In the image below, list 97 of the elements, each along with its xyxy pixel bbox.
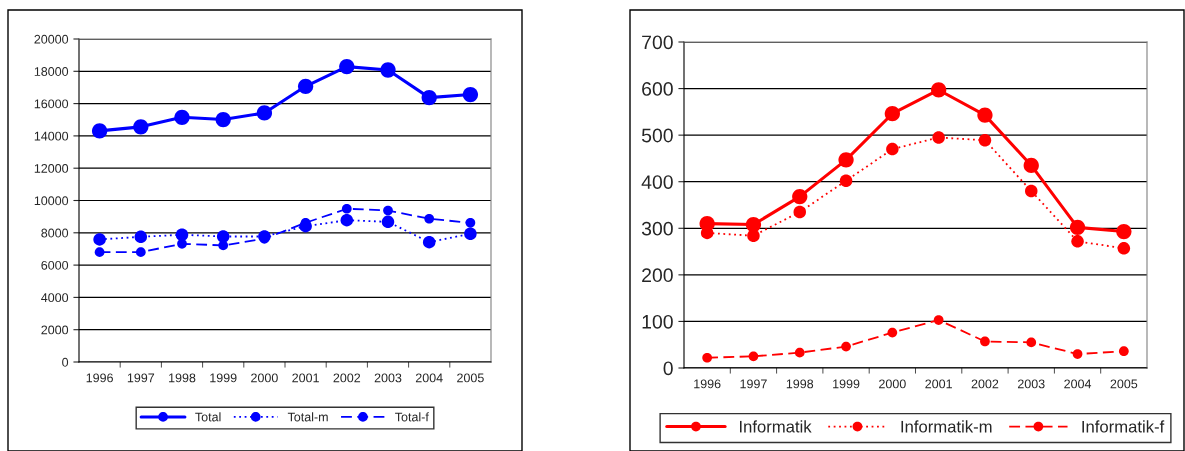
point	[380, 62, 396, 78]
legend-label: Total	[195, 412, 221, 422]
point	[383, 205, 393, 216]
point	[256, 105, 273, 121]
point	[886, 142, 899, 156]
y-tick-label: 300	[641, 221, 673, 236]
point	[216, 230, 230, 243]
y-tick-label: 6000	[41, 260, 69, 270]
point	[134, 230, 148, 244]
y-tick-label: 14000	[34, 131, 69, 141]
x-tick-label: 2002	[971, 379, 999, 389]
point	[175, 228, 189, 241]
point	[932, 131, 945, 144]
legend-label: Informatik-f	[1082, 420, 1165, 433]
x-tick-label: 1998	[169, 373, 196, 383]
point	[215, 111, 231, 128]
y-tick-label: 700	[642, 35, 673, 50]
x-tick-label: 2001	[925, 379, 952, 389]
y-tick-label: 0	[663, 361, 673, 376]
point	[135, 247, 146, 258]
x-tick-label: 2000	[251, 373, 278, 383]
point	[980, 336, 990, 347]
y-tick-label: 400	[641, 175, 673, 189]
point	[91, 123, 108, 139]
point	[93, 233, 106, 246]
x-tick-label: 1997	[740, 379, 767, 389]
point	[838, 152, 854, 168]
point	[464, 227, 477, 241]
point	[793, 205, 806, 219]
y-tick-label: 600	[642, 82, 673, 96]
point	[1023, 157, 1039, 174]
point	[794, 347, 805, 358]
point	[792, 188, 808, 205]
point	[381, 215, 395, 229]
x-tick-label: 2003	[374, 373, 402, 383]
point	[839, 174, 853, 188]
x-tick-label: 1998	[786, 379, 814, 389]
legend-label: Total-m	[287, 412, 328, 422]
y-tick-label: 8000	[41, 228, 69, 238]
x-tick-label: 2001	[292, 373, 319, 383]
point	[1071, 235, 1084, 248]
point	[887, 327, 898, 338]
legend-label: Informatik	[739, 420, 812, 433]
y-tick-label: 100	[642, 314, 673, 329]
x-tick-label: 2002	[333, 373, 361, 383]
y-tick-label: 18000	[34, 67, 69, 76]
point	[931, 82, 947, 98]
y-tick-label: 10000	[34, 196, 69, 206]
y-tick-label: 20000	[34, 34, 69, 44]
point	[297, 78, 314, 94]
y-tick-label: 4000	[41, 293, 69, 303]
point	[1116, 223, 1132, 240]
point	[702, 352, 713, 363]
x-tick-label: 2005	[1110, 379, 1138, 389]
legend-label: Total-f	[395, 412, 429, 422]
legend-label: Informatik-m	[901, 420, 992, 433]
point	[1118, 346, 1129, 357]
point	[745, 216, 762, 233]
x-tick-label: 1999	[833, 379, 860, 389]
x-tick-label: 1997	[127, 373, 155, 383]
point	[465, 217, 476, 228]
point	[884, 106, 900, 122]
point	[1069, 219, 1086, 235]
point	[977, 107, 993, 123]
y-tick-label: 500	[641, 128, 673, 143]
x-tick-label: 1996	[694, 379, 721, 389]
y-tick-label: 200	[642, 268, 673, 283]
x-tick-label: 2003	[1017, 379, 1045, 389]
point	[340, 213, 354, 227]
x-tick-label: 2004	[415, 373, 443, 383]
y-tick-label: 2000	[41, 325, 69, 335]
point	[933, 315, 944, 325]
y-tick-label: 16000	[34, 99, 69, 109]
point	[174, 109, 190, 125]
point	[1025, 184, 1038, 198]
point	[841, 341, 851, 352]
y-tick-label: 12000	[34, 164, 69, 173]
x-tick-label: 2005	[457, 373, 484, 383]
point	[421, 89, 437, 106]
point	[748, 351, 759, 362]
x-tick-label: 1996	[86, 373, 113, 383]
x-tick-label: 1999	[210, 373, 237, 383]
point	[978, 134, 992, 147]
point	[1072, 349, 1083, 359]
x-tick-label: 2004	[1064, 379, 1092, 389]
point	[218, 240, 229, 251]
x-tick-label: 2000	[879, 379, 906, 389]
point	[339, 58, 355, 75]
y-tick-label: 0	[62, 357, 69, 367]
point	[133, 119, 149, 135]
point	[1026, 337, 1037, 348]
point	[424, 213, 435, 224]
point	[94, 247, 105, 258]
point	[341, 203, 352, 214]
point	[462, 86, 479, 103]
point	[1117, 242, 1131, 255]
point	[422, 235, 436, 249]
